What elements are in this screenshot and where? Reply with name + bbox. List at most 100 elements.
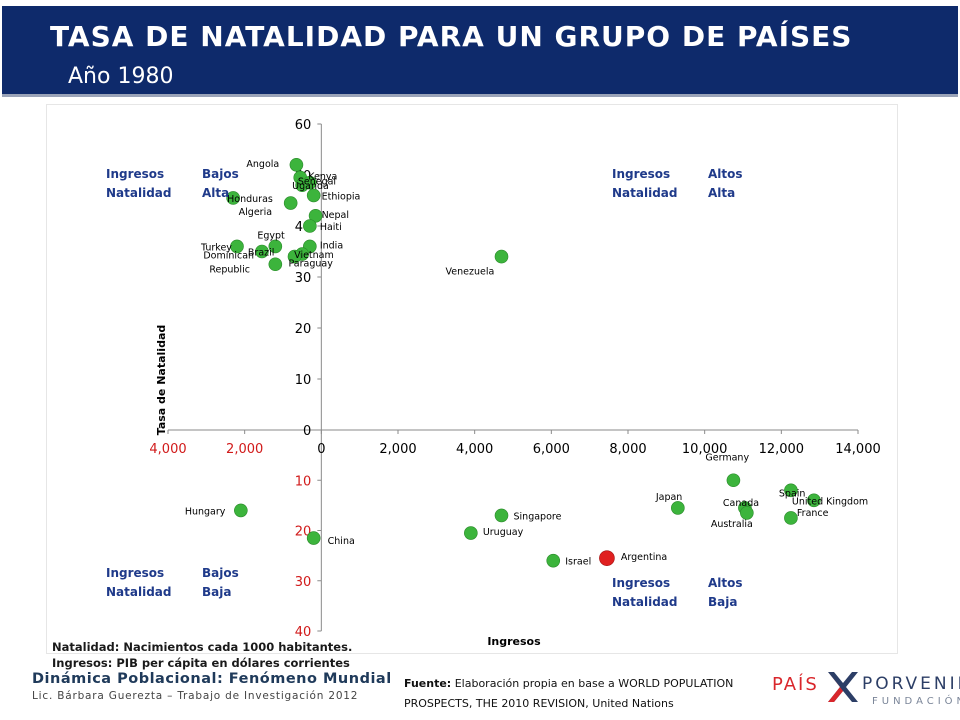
y-tick-label: 10 xyxy=(295,373,312,388)
quadrant-top_left-label1: Ingresos xyxy=(106,167,164,181)
quadrant-bottom_right-value1: Altos xyxy=(708,576,743,590)
quadrant-top_left-value1: Bajos xyxy=(202,167,239,181)
data-point xyxy=(494,508,509,523)
quadrant-bottom_left-value1: Bajos xyxy=(202,566,239,580)
x-tick-label: 8,000 xyxy=(609,442,646,457)
y-tick-label: 30 xyxy=(295,575,312,590)
logo-x-icon xyxy=(828,672,858,702)
data-points xyxy=(226,158,821,568)
point-label: Israel xyxy=(565,557,591,568)
quadrant-bottom_left-value2: Baja xyxy=(202,585,231,599)
quadrant-bottom_right-value2: Baja xyxy=(708,595,737,609)
point-label: Hungary xyxy=(185,506,226,517)
quadrant-top_left-value2: Alta xyxy=(202,186,229,200)
point-label: Spain xyxy=(779,488,806,499)
data-point xyxy=(255,244,269,259)
x-tick-label: 2,000 xyxy=(379,442,416,457)
logo-pais: PAÍS xyxy=(772,674,819,695)
quadrant-top_right-label2: Natalidad xyxy=(612,186,677,200)
source-label: Fuente: xyxy=(404,677,452,690)
tick-labels: 4,000 2,000 0 2,000 4,000 6,000 8,000 10,000 12,… xyxy=(149,118,880,640)
logo-porvenir: PORVENIR xyxy=(862,674,960,694)
logo-fundacion: FUNDACIÓN xyxy=(872,696,960,707)
point-label: Ethiopia xyxy=(322,191,361,202)
point-label: Egypt xyxy=(257,230,285,241)
x-axis-label: Ingresos xyxy=(487,635,541,648)
data-point xyxy=(494,249,509,264)
point-label: Republic xyxy=(209,264,250,275)
point-label: India xyxy=(320,240,343,251)
quadrant-bottom_right-label1: Ingresos xyxy=(612,576,670,590)
x-tick-label: 4,000 xyxy=(149,442,186,457)
data-point xyxy=(234,503,248,518)
data-point xyxy=(289,158,304,172)
point-label: Venezuela xyxy=(446,267,495,278)
header-bar xyxy=(2,6,958,97)
data-point xyxy=(464,526,478,540)
data-point xyxy=(599,550,615,566)
x-tick-label: 0 xyxy=(317,442,325,457)
point-label: Algeria xyxy=(239,207,272,218)
page-title: TASA DE NATALIDAD PARA UN GRUPO DE PAÍSE… xyxy=(50,20,853,53)
point-label: Australia xyxy=(711,519,753,530)
point-label: United Kingdom xyxy=(792,496,868,507)
point-label: Vietnam xyxy=(294,250,334,261)
point-label: Haiti xyxy=(320,222,342,233)
point-label: Senegal xyxy=(298,177,336,188)
data-point xyxy=(226,191,240,205)
data-point xyxy=(268,239,283,254)
y-tick-label: 20 xyxy=(295,322,312,337)
data-point xyxy=(308,209,323,223)
point-label: Kenya xyxy=(308,172,337,183)
point-label: France xyxy=(797,508,829,519)
data-point xyxy=(230,239,244,254)
point-label: Germany xyxy=(705,452,749,463)
data-point xyxy=(546,553,561,568)
header: TASA DE NATALIDAD PARA UN GRUPO DE PAÍSE… xyxy=(0,0,960,98)
source-note: Fuente: Elaboración propia en base a WOR… xyxy=(404,674,774,714)
footer-title: Dinámica Poblacional: Fenómeno Mundial xyxy=(32,671,392,687)
data-point xyxy=(671,501,685,515)
point-label: Singapore xyxy=(514,511,562,522)
point-label: Uganda xyxy=(292,181,329,192)
quadrant-bottom_left-label1: Ingresos xyxy=(106,566,164,580)
source-text: Elaboración propia en base a WORLD POPUL… xyxy=(404,677,734,710)
note-natalidad: Natalidad: Nacimientos cada 1000 habitan… xyxy=(52,640,353,654)
data-point xyxy=(784,483,798,498)
y-axis-label: Tasa de Natalidad xyxy=(155,325,168,436)
point-label: Turkey xyxy=(200,242,232,253)
fundacion-logo: PAÍS PORVENIR FUNDACIÓN xyxy=(772,668,960,714)
x-tick-label: 12,000 xyxy=(759,442,805,457)
point-label: Japan xyxy=(655,492,683,503)
quadrant-labels: Ingresos Bajos Natalidad Alta Ingresos Altos N… xyxy=(106,167,743,609)
y-tick-label: 0 xyxy=(303,424,311,439)
x-tick-label: 14,000 xyxy=(835,442,881,457)
data-point xyxy=(283,196,298,210)
point-label: China xyxy=(328,536,355,547)
x-tick-label: 2,000 xyxy=(226,442,263,457)
data-point xyxy=(306,531,321,545)
data-point xyxy=(287,249,302,264)
point-label: Dominican xyxy=(203,250,254,261)
data-point xyxy=(303,219,317,233)
data-point xyxy=(740,506,754,520)
point-label: Brazil xyxy=(248,248,275,259)
data-point xyxy=(784,511,798,525)
point-label: Paraguay xyxy=(289,259,334,270)
point-label: Angola xyxy=(246,159,279,170)
point-label: Honduras xyxy=(227,194,273,205)
data-point xyxy=(306,188,321,203)
chart-panel xyxy=(46,104,898,654)
x-tick-label: 10,000 xyxy=(682,442,728,457)
x-tick-label: 6,000 xyxy=(533,442,570,457)
data-point xyxy=(726,473,741,488)
data-point xyxy=(268,257,283,272)
quadrant-top_right-value1: Altos xyxy=(708,167,743,181)
y-tick-label: 10 xyxy=(295,474,312,489)
y-tick-label: 20 xyxy=(295,525,312,540)
quadrant-bottom_left-label2: Natalidad xyxy=(106,585,171,599)
point-label: Uruguay xyxy=(483,527,524,538)
point-label: Canada xyxy=(723,498,759,509)
